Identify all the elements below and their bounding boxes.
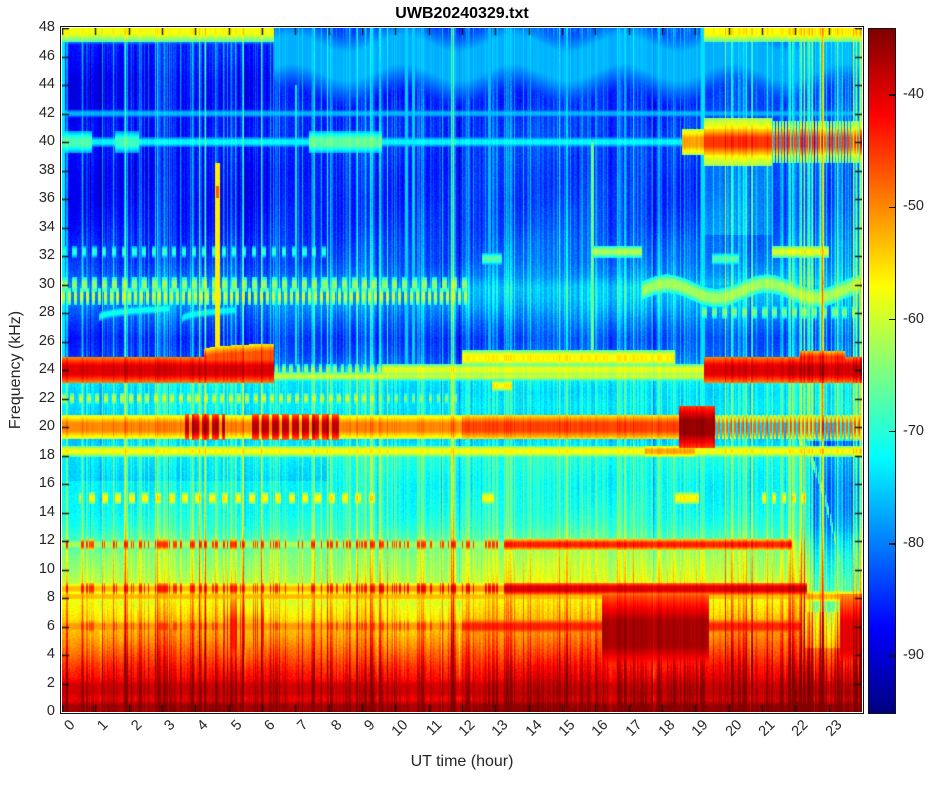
x-axis-label: UT time (hour)	[410, 753, 514, 770]
x-tick-label: 9	[361, 717, 379, 735]
y-tick-label: 48	[38, 19, 55, 35]
colorbar-tick-label: -40	[903, 86, 924, 103]
y-tick-label: 46	[38, 47, 55, 64]
colorbar-tick-label: -50	[903, 198, 924, 215]
x-tick-label: 20	[722, 717, 745, 740]
y-tick-label: 44	[38, 76, 55, 92]
spectrogram-canvas	[62, 28, 862, 712]
x-tick-label: 19	[688, 717, 712, 740]
x-tick-label: 8	[327, 717, 345, 735]
x-tick-label: 4	[194, 717, 212, 735]
y-tick-label: 2	[46, 674, 55, 691]
y-tick-label: 6	[46, 617, 55, 634]
x-tick-label: 18	[655, 717, 679, 740]
y-tick-label: 34	[38, 218, 55, 235]
y-tick-label: 8	[46, 589, 55, 605]
x-tick-label: 17	[622, 717, 645, 740]
plot-title: UWB20240329.txt	[395, 5, 529, 22]
x-tick-label: 6	[261, 717, 279, 735]
y-tick-label: 32	[38, 247, 55, 263]
colorbar-tick	[889, 430, 895, 433]
y-tick-label: 42	[38, 104, 55, 121]
y-tick-label: 24	[38, 361, 55, 377]
x-tick-label: 23	[822, 717, 845, 740]
x-tick-label: 7	[294, 717, 312, 735]
y-tick-label: 0	[46, 703, 55, 719]
colorbar-tick	[889, 206, 895, 209]
y-tick-label: 36	[38, 190, 55, 206]
x-tick-label: 15	[555, 717, 579, 740]
x-tick-label: 13	[488, 717, 512, 740]
y-tick-label: 38	[38, 161, 55, 178]
colorbar-tick-label: -90	[903, 646, 924, 663]
y-tick-label: 10	[38, 560, 55, 577]
colorbar-tick-label: -70	[903, 422, 924, 439]
y-tick-label: 26	[38, 332, 55, 349]
colorbar	[868, 28, 896, 714]
x-tick-label: 22	[788, 717, 812, 740]
colorbar-tick	[889, 94, 895, 97]
x-tick-label: 21	[755, 717, 779, 740]
x-tick-label: 16	[588, 717, 612, 740]
y-tick-label: 20	[38, 418, 55, 434]
y-tick-label: 22	[38, 389, 55, 406]
y-tick-label: 12	[38, 532, 55, 548]
x-tick-label: 0	[61, 717, 79, 735]
colorbar-tick	[889, 655, 895, 657]
x-tick-label: 12	[455, 717, 479, 740]
y-tick-label: 4	[46, 646, 55, 662]
x-tick-label: 2	[127, 717, 145, 735]
x-tick-label: 5	[227, 717, 245, 735]
colorbar-tick-label: -60	[903, 310, 924, 327]
colorbar-tick-label: -80	[903, 534, 924, 551]
x-tick-label: 10	[388, 717, 412, 740]
y-tick-label: 18	[38, 446, 55, 463]
x-tick-label: 11	[423, 717, 445, 739]
y-tick-label: 40	[38, 133, 55, 149]
x-tick-label: 14	[522, 717, 545, 740]
y-tick-label: 30	[38, 275, 55, 292]
x-tick-label: 3	[161, 717, 179, 735]
x-tick-label: 1	[94, 717, 112, 735]
y-tick-label: 16	[38, 475, 55, 491]
colorbar-canvas	[869, 29, 895, 713]
colorbar-tick	[889, 543, 895, 545]
colorbar-tick	[889, 318, 895, 321]
y-tick-label: 28	[38, 304, 55, 320]
plot-area	[62, 28, 862, 712]
y-tick-label: 14	[38, 503, 55, 520]
